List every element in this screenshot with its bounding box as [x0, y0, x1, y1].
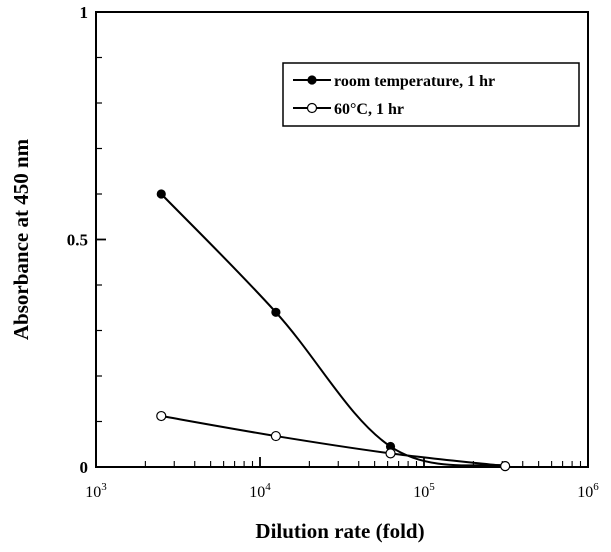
x-tick-label: 105 [413, 481, 435, 501]
legend-label-room-temperature: room temperature, 1 hr [334, 73, 495, 90]
x-axis-title: Dilution rate (fold) [255, 519, 424, 543]
data-point-room-temperature [271, 307, 281, 317]
y-tick-labels: 00.51 [67, 3, 88, 477]
x-tick-label: 103 [85, 481, 107, 501]
legend: room temperature, 1 hr 60°C, 1 hr [282, 62, 580, 127]
legend-marker-filled-circle [307, 75, 317, 85]
y-tick-label: 0 [80, 458, 89, 477]
legend-box [282, 62, 580, 127]
data-point-room-temperature [156, 189, 166, 199]
x-tick-labels: 103 104 105 106 [85, 481, 599, 501]
legend-marker-open-circle [306, 102, 318, 114]
x-tick-label: 104 [249, 481, 271, 501]
series-line-room-temperature [160, 193, 506, 467]
y-tick-label: 0.5 [67, 231, 88, 250]
data-point-60c [500, 460, 511, 472]
data-point-60c [385, 448, 396, 459]
data-point-60c [156, 410, 167, 422]
legend-label-60c: 60°C, 1 hr [334, 101, 404, 118]
y-axis-title: Absorbance at 450 nm [9, 138, 33, 340]
plot-frame [95, 11, 589, 468]
legend-entry-room-temperature: room temperature, 1 hr [293, 73, 495, 90]
y-tick-label: 1 [80, 3, 89, 22]
series-line-60c [161, 415, 506, 468]
x-tick-label: 106 [577, 481, 599, 501]
legend-entry-60c: 60°C, 1 hr [293, 101, 404, 118]
series-layer [156, 189, 511, 472]
data-point-60c [270, 430, 281, 442]
